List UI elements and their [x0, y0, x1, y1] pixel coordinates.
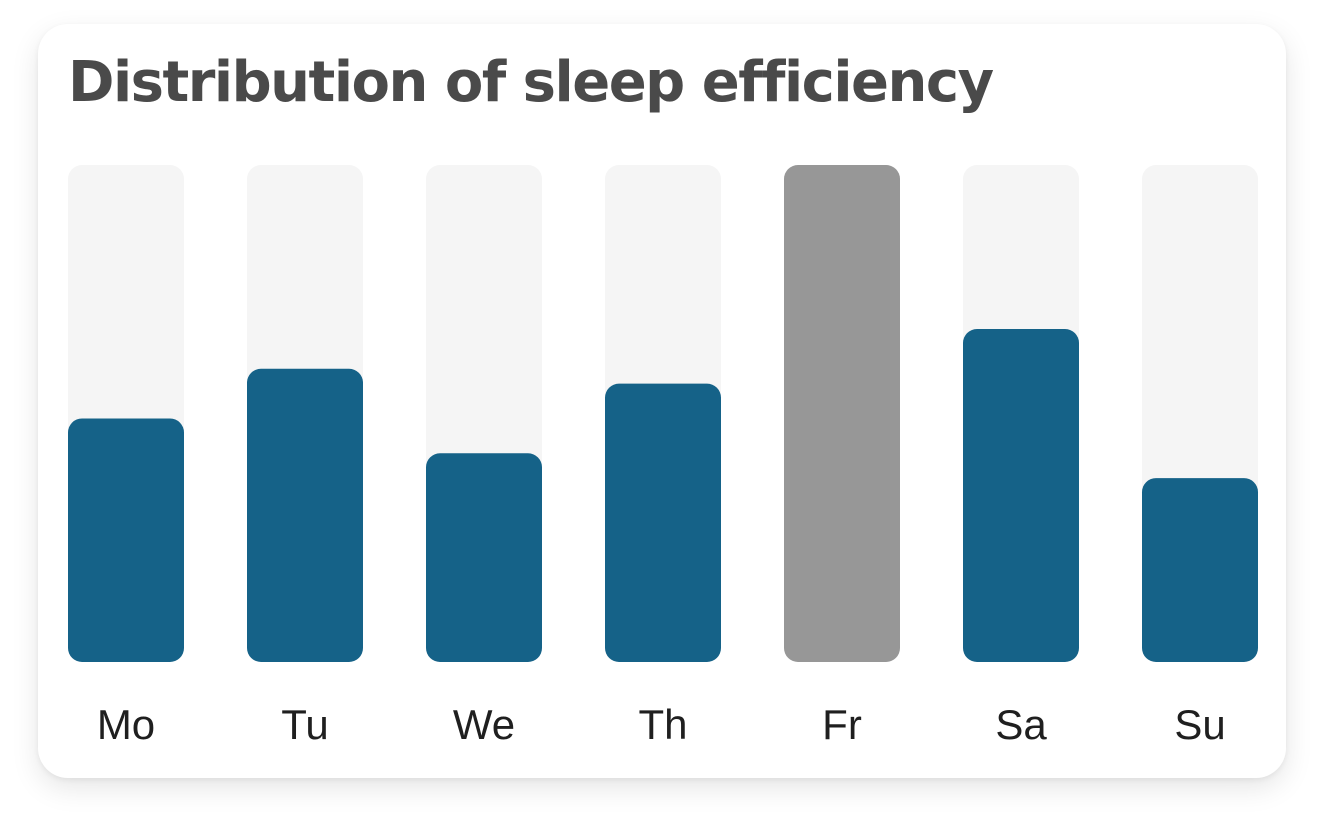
day-label-th: Th — [638, 701, 687, 748]
day-label-fr: Fr — [822, 701, 862, 748]
bar-we[interactable] — [426, 453, 542, 662]
day-label-mo: Mo — [97, 701, 155, 748]
day-label-sa: Sa — [995, 701, 1047, 748]
bar-sa[interactable] — [963, 329, 1079, 662]
bar-fr[interactable] — [784, 165, 900, 662]
day-label-we: We — [453, 701, 515, 748]
day-label-tu: Tu — [281, 701, 328, 748]
bar-su[interactable] — [1142, 478, 1258, 662]
chart-card: Distribution of sleep efficiency Mo Tu We T… — [38, 24, 1286, 778]
bar-tu[interactable] — [247, 368, 363, 662]
day-label-su: Su — [1174, 701, 1225, 748]
chart-title: Distribution of sleep efficiency — [68, 50, 994, 115]
bar-chart: Mo Tu We Th Fr Sa Su — [68, 165, 1258, 748]
bar-mo[interactable] — [68, 418, 184, 662]
bar-th[interactable] — [605, 383, 721, 662]
